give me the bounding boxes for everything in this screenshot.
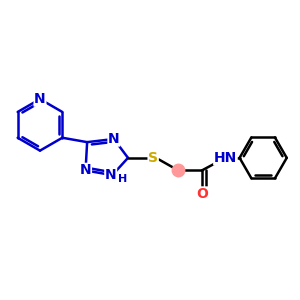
Text: HN: HN — [214, 151, 237, 165]
Text: H: H — [118, 174, 127, 184]
Text: N: N — [34, 92, 46, 106]
Text: O: O — [196, 187, 208, 201]
Text: N: N — [108, 132, 120, 146]
Text: N: N — [80, 164, 92, 177]
Text: N: N — [105, 168, 116, 182]
Text: S: S — [148, 151, 158, 165]
